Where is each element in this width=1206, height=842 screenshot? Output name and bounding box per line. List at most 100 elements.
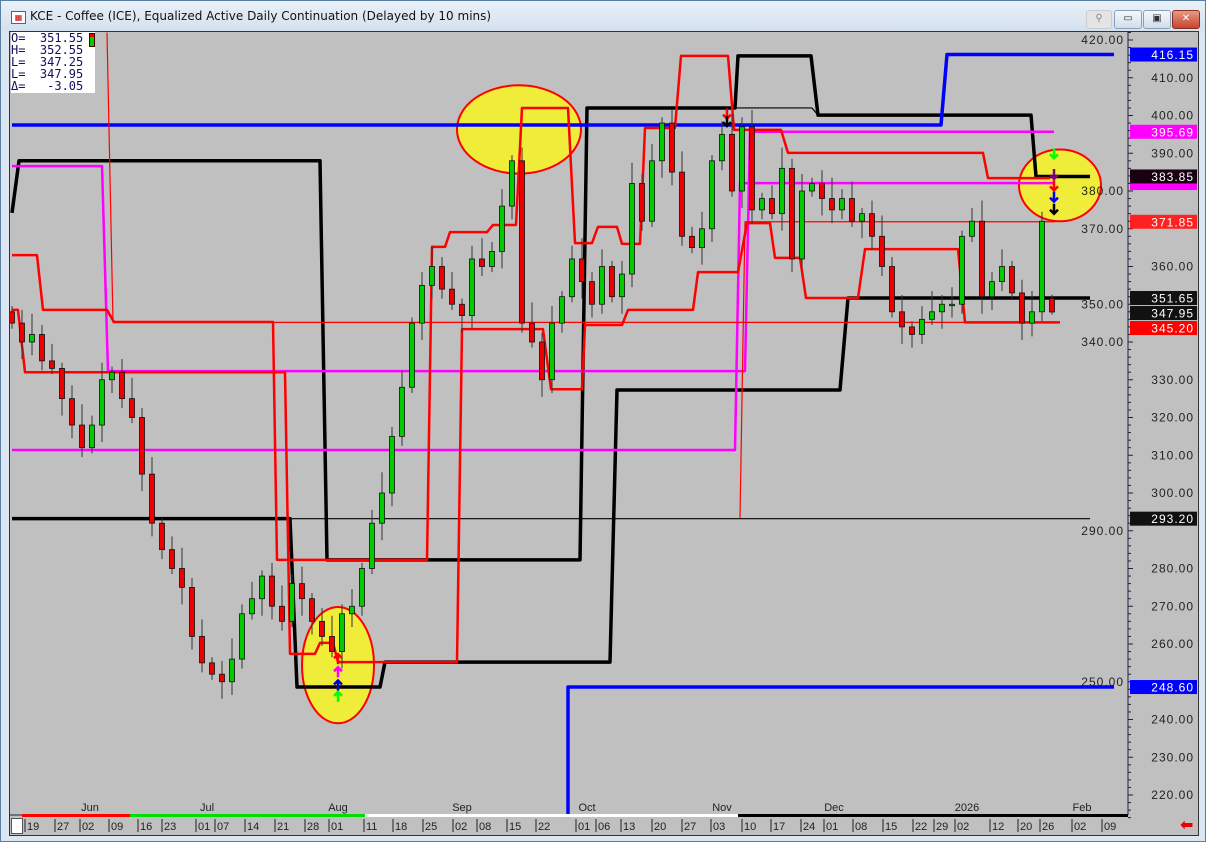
candle-body xyxy=(229,658,235,683)
candle-body xyxy=(259,575,265,600)
candle-body xyxy=(559,296,565,324)
scroll-thumb[interactable] xyxy=(11,818,23,834)
x-day-label: 01 xyxy=(826,821,838,833)
candle-body xyxy=(639,183,645,222)
price-label: 347.95 xyxy=(1151,307,1194,321)
maximize-button[interactable]: ▣ xyxy=(1143,10,1171,29)
candle-body xyxy=(419,284,425,324)
candle-body xyxy=(299,583,305,600)
y-tick-label: 370.00 xyxy=(1081,222,1124,236)
candle-body xyxy=(849,198,855,222)
candle-body xyxy=(249,598,255,615)
candle-body xyxy=(959,235,965,305)
candle-body xyxy=(939,303,945,313)
y-tick-label: 230.00 xyxy=(1151,750,1194,764)
y-tick-label: 260.00 xyxy=(1151,637,1194,651)
candle-body xyxy=(859,213,865,222)
signal-arrow-down-icon xyxy=(1049,148,1059,161)
candle-body xyxy=(869,213,875,237)
candle-body xyxy=(709,160,715,230)
x-day-label: 23 xyxy=(164,821,176,833)
x-day-label: 27 xyxy=(684,821,696,833)
y-tick-label: 320.00 xyxy=(1151,411,1194,425)
x-day-label: 20 xyxy=(654,821,666,833)
price-label: 416.15 xyxy=(1151,48,1194,62)
session-bar xyxy=(738,814,1128,817)
price-label: 371.85 xyxy=(1151,215,1194,229)
candle-body xyxy=(819,183,825,199)
price-label-box xyxy=(1130,124,1197,139)
x-month-label: Sep xyxy=(452,802,472,814)
candle-body xyxy=(629,183,635,275)
candle-body xyxy=(449,288,455,305)
candle-body xyxy=(669,122,675,173)
minimize-button[interactable]: ▭ xyxy=(1114,10,1142,29)
x-day-label: 08 xyxy=(479,821,491,833)
candle-body xyxy=(929,311,935,320)
x-day-label: 02 xyxy=(82,821,94,833)
candle-body xyxy=(1019,292,1025,324)
indicator-line xyxy=(12,181,1055,452)
x-day-label: 16 xyxy=(140,821,152,833)
legend-open: O= 351.55 xyxy=(11,31,84,45)
y-tick-label: 340.00 xyxy=(1081,335,1124,349)
candle-body xyxy=(119,371,125,400)
x-month-label: Jul xyxy=(200,802,214,814)
candle-body xyxy=(539,341,545,381)
candle-body xyxy=(179,568,185,588)
window-title: KCE - Coffee (ICE), Equalized Active Dai… xyxy=(30,9,492,23)
signal-arrow-down-icon xyxy=(1049,169,1059,181)
price-label-box xyxy=(1130,47,1197,62)
y-tick-label: 270.00 xyxy=(1151,599,1194,613)
signal-arrow-down-icon xyxy=(1049,203,1059,216)
candle-body xyxy=(29,334,35,343)
candle-body xyxy=(1009,266,1015,294)
candle-body xyxy=(279,605,285,622)
y-tick-label: 350.00 xyxy=(1081,297,1124,311)
y-tick-label: 390.00 xyxy=(1151,146,1194,160)
y-tick-label: 220.00 xyxy=(1151,788,1194,802)
candle-body xyxy=(749,126,755,211)
candle-body xyxy=(649,160,655,222)
x-day-label: 09 xyxy=(111,821,123,833)
candle-body xyxy=(739,126,745,192)
candle-body xyxy=(809,183,815,192)
candle-body xyxy=(1029,311,1035,324)
candle-body xyxy=(679,171,685,237)
candle-body xyxy=(399,386,405,437)
indicator-line xyxy=(12,130,1054,373)
x-month-label: 2026 xyxy=(955,802,979,814)
signal-arrow-down-icon xyxy=(1049,180,1059,193)
x-day-label: 15 xyxy=(885,821,897,833)
candle-body xyxy=(949,303,955,307)
candle-body xyxy=(499,205,505,252)
candle-body xyxy=(429,266,435,286)
candle-body xyxy=(779,167,785,215)
y-tick-label: 400.00 xyxy=(1151,109,1194,123)
candle-body xyxy=(339,613,345,652)
plot-area[interactable] xyxy=(9,31,1199,836)
ohlc-legend: O= 351.55 H= 352.55 L= 347.25 L= 347.95 … xyxy=(11,32,95,93)
y-tick-label: 240.00 xyxy=(1151,713,1194,727)
x-day-label: 14 xyxy=(247,821,259,833)
signal-arrow-up-icon xyxy=(333,665,343,678)
y-tick-label: 330.00 xyxy=(1151,373,1194,387)
x-month-label: Feb xyxy=(1073,802,1092,814)
candle-body xyxy=(319,620,325,637)
indicator-line xyxy=(12,221,1060,664)
signal-arrow-up-icon xyxy=(333,690,343,702)
candle-body xyxy=(799,190,805,260)
candle-body xyxy=(879,235,885,267)
candle-body xyxy=(309,598,315,622)
pin-button[interactable]: ⚲ xyxy=(1086,10,1112,29)
candle-body xyxy=(469,258,475,316)
close-button[interactable]: ✕ xyxy=(1172,10,1200,29)
x-day-label: 06 xyxy=(598,821,610,833)
red-left-arrow-icon[interactable]: ⬅ xyxy=(1180,815,1194,834)
x-day-label: 18 xyxy=(395,821,407,833)
x-day-label: 22 xyxy=(538,821,550,833)
candle-body xyxy=(459,303,465,316)
candle-body xyxy=(329,636,335,652)
x-day-label: 01 xyxy=(331,821,343,833)
